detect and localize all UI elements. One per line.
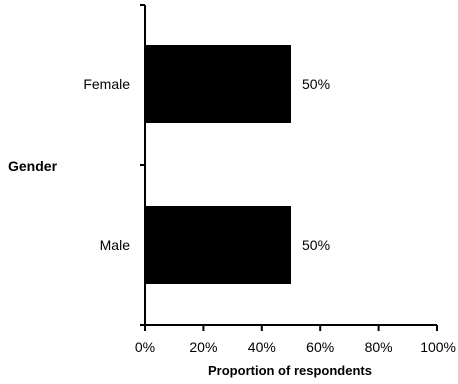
x-tick-label: 80% bbox=[365, 339, 393, 355]
data-label-male: 50% bbox=[302, 237, 330, 253]
ticks-layer bbox=[140, 4, 438, 331]
y-axis-title: Gender bbox=[8, 158, 58, 174]
category-label-male: Male bbox=[100, 237, 131, 253]
bar-male bbox=[145, 206, 291, 284]
x-tick-label: 20% bbox=[189, 339, 217, 355]
labels-layer: Female 50% Male 50% 0% 20% 40% 60% 80% 100% bbox=[83, 76, 456, 355]
bars-layer bbox=[145, 45, 291, 284]
x-tick-label: 40% bbox=[248, 339, 276, 355]
bar-female bbox=[145, 45, 291, 123]
x-tick-label: 60% bbox=[306, 339, 334, 355]
x-tick-label: 100% bbox=[420, 339, 456, 355]
data-label-female: 50% bbox=[302, 76, 330, 92]
category-label-female: Female bbox=[83, 76, 130, 92]
x-tick-label: 0% bbox=[135, 339, 155, 355]
x-axis-title: Proportion of respondents bbox=[208, 363, 372, 378]
